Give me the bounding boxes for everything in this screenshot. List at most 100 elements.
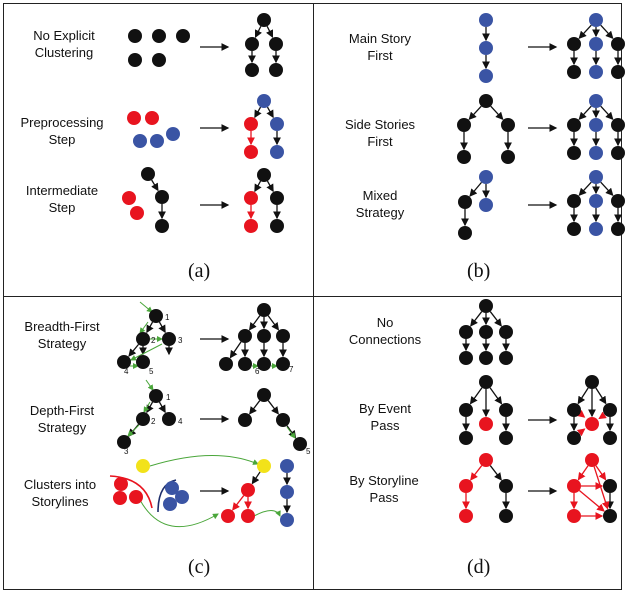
merge-link-curve: [253, 510, 281, 517]
edge-arrow: [251, 471, 261, 485]
b1-tree-n6: [611, 65, 625, 79]
sl2-right: [603, 479, 617, 493]
c3-yellow: [257, 459, 271, 473]
label-breadth-first-strategy: Breadth-First Strategy: [24, 319, 100, 351]
edge-arrow: [490, 105, 504, 121]
bf2-num-7: 7: [289, 365, 294, 374]
pre-red-1: [127, 111, 141, 125]
edge-arrow: [128, 343, 140, 357]
mix-blue: [479, 198, 493, 212]
b3-tree-n4: [567, 222, 581, 236]
c3-blue-2: [280, 485, 294, 499]
edge-arrow: [600, 105, 614, 121]
bf2-root: [257, 303, 271, 317]
b1-tree-n2: [589, 37, 603, 51]
bf-num-2: 2: [151, 336, 156, 345]
a2-left-leaf: [244, 145, 258, 159]
bf-left: [136, 332, 150, 346]
bf2-num-6: 6: [255, 367, 260, 376]
unclustered-node-2: [152, 29, 166, 43]
c3-blue-3: [280, 513, 294, 527]
cluster-blue-1: [165, 481, 179, 495]
edge-arrow: [254, 180, 262, 193]
caption-c: (c): [188, 556, 211, 578]
df-path-1: [145, 379, 154, 391]
unclustered-node-4: [128, 53, 142, 67]
label-intermediate-step: Intermediate Step: [25, 183, 99, 215]
df2-leaf: [293, 437, 307, 451]
edge-arrow: [578, 181, 592, 197]
ev-right-leaf: [499, 431, 513, 445]
label-main-story-first: Main Story First: [348, 31, 412, 63]
bf2-leaf-4: [276, 357, 290, 371]
main-2: [479, 41, 493, 55]
pre-red-2: [145, 111, 159, 125]
label-clusters-into-storylines: Clusters into Storylines: [23, 477, 97, 509]
ev2-left-leaf: [567, 431, 581, 445]
bf-path-2: [139, 321, 149, 334]
edge-arrow: [468, 105, 482, 121]
edge-arrow: [470, 311, 483, 327]
df2-root: [257, 388, 271, 402]
ev-left-leaf: [459, 431, 473, 445]
df-path-2: [143, 401, 151, 413]
edge-arrow: [470, 465, 483, 481]
a2-right-leaf: [270, 145, 284, 159]
bf-num-3: 3: [178, 336, 183, 345]
b1-tree-n5: [589, 65, 603, 79]
edge-arrow: [249, 400, 261, 415]
sl2-left-leaf: [567, 509, 581, 523]
side-left-leaf: [457, 150, 471, 164]
c3-red-1: [241, 483, 255, 497]
mix-top: [479, 170, 493, 184]
edge-arrow: [469, 181, 482, 197]
side-right-leaf: [501, 150, 515, 164]
b2-tree-n2: [589, 118, 603, 132]
edge-arrow: [576, 428, 586, 437]
label-side-stories-first: Side Stories First: [344, 117, 416, 149]
ev-root: [479, 375, 493, 389]
edge-arrow: [267, 315, 280, 331]
edge-arrow: [158, 321, 166, 334]
bf-path-1: [139, 301, 153, 313]
edge-arrow: [595, 465, 607, 481]
caption-d: (d): [467, 556, 491, 578]
df-num-4: 4: [178, 417, 183, 426]
cluster-red-3: [113, 491, 127, 505]
b3-tree-n6: [611, 222, 625, 236]
bf-right: [162, 332, 176, 346]
sl-right-leaf: [499, 509, 513, 523]
b2-tree-n4: [567, 146, 581, 160]
ev2-red: [585, 417, 599, 431]
df-root: [149, 389, 163, 403]
ev-red: [479, 417, 493, 431]
mix-left: [458, 195, 472, 209]
edge-arrow: [600, 181, 614, 197]
side-right: [501, 118, 515, 132]
b1-tree-n4: [567, 65, 581, 79]
df2-num-5: 5: [306, 447, 311, 456]
edge-arrow: [254, 25, 262, 39]
ev2-left: [567, 403, 581, 417]
ev2-right-leaf: [603, 431, 617, 445]
c3-red-2: [241, 509, 255, 523]
edge-arrow: [146, 321, 154, 334]
edge-arrow: [489, 311, 502, 327]
c3-blue-1: [280, 459, 294, 473]
ev-right: [499, 403, 513, 417]
edge-arrow: [254, 106, 262, 119]
edge-arrow: [576, 409, 586, 418]
bf2-n1: [238, 329, 252, 343]
blue-storyline-stroke: [157, 479, 177, 513]
sl-right: [499, 479, 513, 493]
yellow-link-curve: [149, 454, 259, 467]
cluster-blue-3: [163, 497, 177, 511]
a3-right: [270, 191, 284, 205]
edge-arrow: [146, 401, 154, 414]
edge-arrow: [578, 24, 592, 40]
caption-b: (b): [467, 260, 491, 282]
side-left: [457, 118, 471, 132]
a3-root: [257, 168, 271, 182]
b3-tree-n5: [589, 222, 603, 236]
edge-arrow: [248, 315, 261, 331]
